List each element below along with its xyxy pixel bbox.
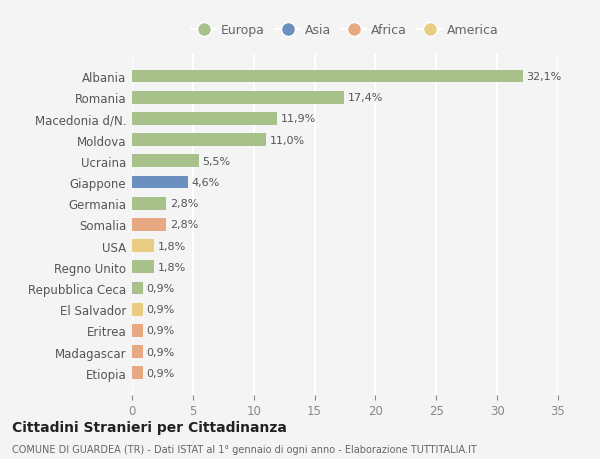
Text: 1,8%: 1,8% (158, 241, 186, 251)
Bar (132, 325, 143, 337)
Legend: Europa, Asia, Africa, America: Europa, Asia, Africa, America (187, 21, 503, 41)
Text: 0,9%: 0,9% (146, 326, 175, 336)
Text: 17,4%: 17,4% (347, 93, 383, 103)
Text: 1,8%: 1,8% (158, 262, 186, 272)
Text: 0,9%: 0,9% (146, 304, 175, 314)
Text: 11,9%: 11,9% (280, 114, 316, 124)
Text: 0,9%: 0,9% (146, 283, 175, 293)
Text: 0,9%: 0,9% (146, 347, 175, 357)
Bar (132, 176, 188, 189)
Bar (132, 303, 143, 316)
Bar (132, 218, 166, 231)
Bar (132, 346, 143, 358)
Text: Cittadini Stranieri per Cittadinanza: Cittadini Stranieri per Cittadinanza (12, 420, 287, 434)
Text: 2,8%: 2,8% (170, 220, 198, 230)
Text: 5,5%: 5,5% (203, 157, 231, 167)
Bar (132, 282, 143, 295)
Text: COMUNE DI GUARDEA (TR) - Dati ISTAT al 1° gennaio di ogni anno - Elaborazione TU: COMUNE DI GUARDEA (TR) - Dati ISTAT al 1… (12, 444, 477, 454)
Bar (132, 261, 154, 274)
Text: 2,8%: 2,8% (170, 199, 198, 209)
Bar (132, 71, 523, 83)
Bar (132, 240, 154, 252)
Bar (132, 134, 266, 147)
Bar (132, 367, 143, 379)
Text: 0,9%: 0,9% (146, 368, 175, 378)
Bar (132, 197, 166, 210)
Bar (132, 155, 199, 168)
Bar (132, 92, 344, 104)
Bar (132, 113, 277, 125)
Text: 11,0%: 11,0% (269, 135, 305, 146)
Text: 32,1%: 32,1% (526, 72, 562, 82)
Text: 4,6%: 4,6% (191, 178, 220, 188)
